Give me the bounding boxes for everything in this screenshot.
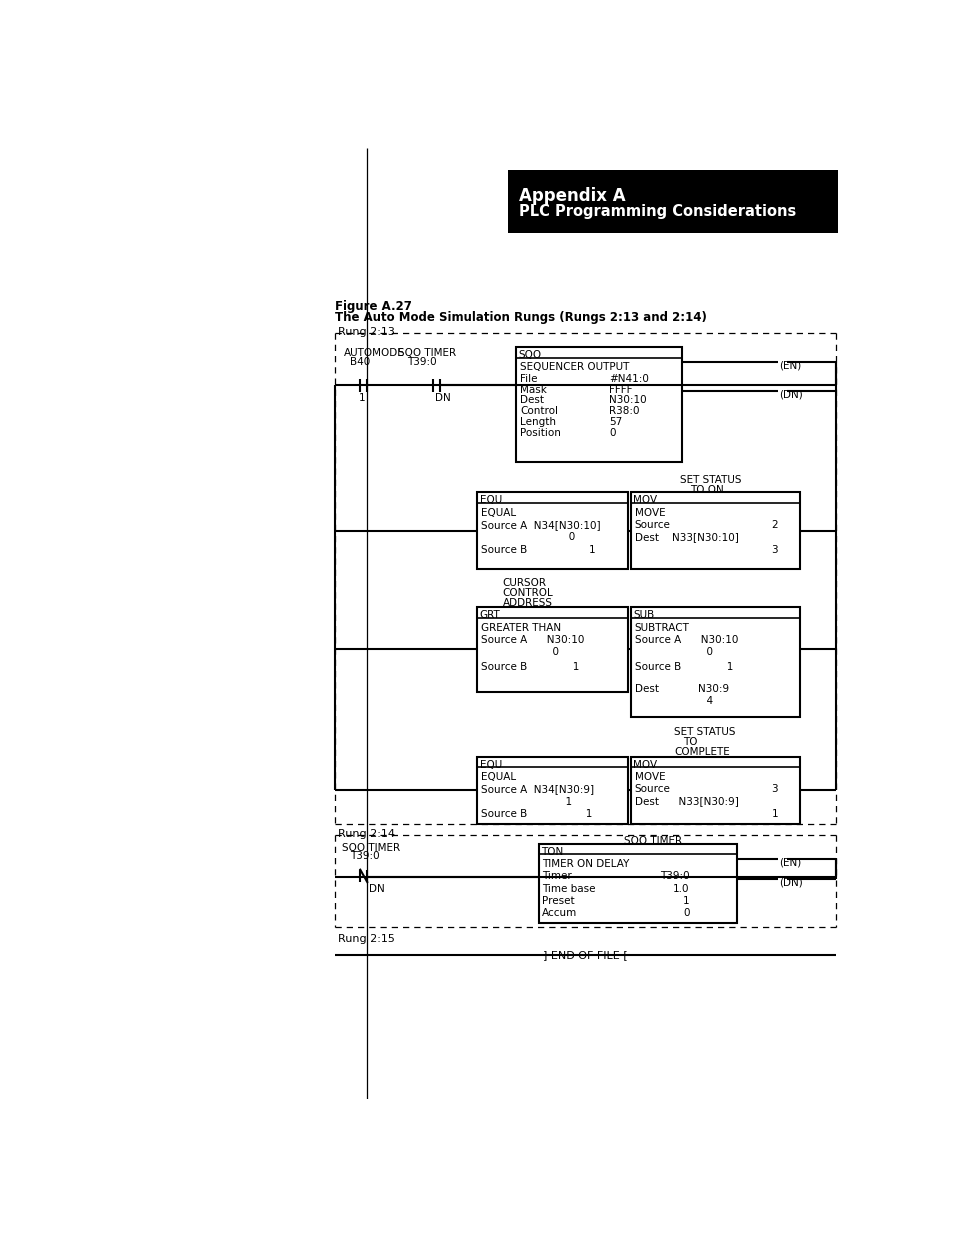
Bar: [508, 169, 837, 233]
Text: 1.0: 1.0: [673, 883, 689, 894]
Text: GREATER THAN: GREATER THAN: [480, 622, 560, 632]
Bar: [630, 493, 799, 569]
Text: 1: 1: [771, 809, 778, 819]
Text: Source: Source: [634, 520, 670, 530]
Text: Source B                  1: Source B 1: [480, 809, 592, 819]
Text: Control: Control: [519, 406, 558, 416]
Text: Position: Position: [519, 427, 560, 437]
Text: Rung 2:14: Rung 2:14: [337, 829, 395, 839]
Bar: [476, 493, 628, 569]
Text: 0: 0: [480, 647, 558, 657]
Text: SEQUENCER OUTPUT: SEQUENCER OUTPUT: [519, 362, 629, 372]
Text: SQO: SQO: [517, 350, 541, 359]
Text: Source B              1: Source B 1: [634, 662, 732, 672]
Text: T39:0: T39:0: [350, 851, 379, 861]
Text: 4: 4: [634, 697, 712, 706]
Text: 0: 0: [608, 427, 615, 437]
Text: 0: 0: [480, 532, 575, 542]
Text: 0: 0: [682, 908, 689, 918]
Text: Source B                   1: Source B 1: [480, 545, 596, 555]
Bar: [630, 757, 799, 824]
Text: GRT: GRT: [479, 610, 500, 620]
Text: SUB: SUB: [633, 610, 654, 620]
Text: AUTOMODE: AUTOMODE: [344, 348, 404, 358]
Text: FFFF: FFFF: [608, 384, 632, 395]
Text: Dest    N33[N30:10]: Dest N33[N30:10]: [634, 532, 738, 542]
Bar: [476, 757, 628, 824]
Text: 3: 3: [771, 784, 778, 794]
Text: B40: B40: [350, 357, 370, 367]
Text: (EN): (EN): [779, 857, 801, 867]
Text: 2: 2: [771, 520, 778, 530]
Text: Accum: Accum: [542, 908, 578, 918]
Text: TO ON: TO ON: [690, 484, 723, 495]
Text: MOV: MOV: [633, 760, 657, 769]
Text: 3: 3: [771, 545, 778, 555]
Text: Rung 2:13: Rung 2:13: [337, 327, 395, 337]
Text: EQUAL: EQUAL: [480, 772, 516, 782]
Text: 1: 1: [682, 895, 689, 905]
Text: CONTROL: CONTROL: [502, 588, 553, 598]
Text: MOVE: MOVE: [634, 508, 664, 517]
Text: TO: TO: [682, 737, 698, 747]
Text: The Auto Mode Simulation Rungs (Rungs 2:13 and 2:14): The Auto Mode Simulation Rungs (Rungs 2:…: [335, 311, 706, 324]
Text: Dest            N30:9: Dest N30:9: [634, 684, 728, 694]
Bar: [630, 608, 799, 718]
Text: DN: DN: [369, 883, 384, 894]
Bar: [537, 844, 736, 923]
Bar: [516, 347, 681, 462]
Text: Source A      N30:10: Source A N30:10: [480, 635, 584, 645]
Text: ADDRESS: ADDRESS: [502, 598, 553, 608]
Text: 1: 1: [480, 797, 572, 806]
Text: SUBTRACT: SUBTRACT: [634, 622, 689, 632]
Text: (DN): (DN): [779, 389, 802, 399]
Text: Time base: Time base: [542, 883, 596, 894]
Text: File: File: [519, 374, 537, 384]
Text: 0: 0: [634, 647, 712, 657]
Text: SET STATUS: SET STATUS: [674, 727, 735, 737]
Text: Timer: Timer: [542, 871, 572, 882]
Text: 57: 57: [608, 417, 621, 427]
Text: Length: Length: [519, 417, 556, 427]
Text: Figure A.27: Figure A.27: [335, 300, 411, 312]
Text: COMPLETE: COMPLETE: [674, 747, 729, 757]
Text: Appendix A: Appendix A: [518, 186, 625, 205]
Text: EQU: EQU: [479, 760, 501, 769]
Text: N30:10: N30:10: [608, 395, 646, 405]
Text: MOV: MOV: [633, 495, 657, 505]
Text: CURSOR: CURSOR: [502, 578, 546, 588]
Text: TON: TON: [540, 846, 562, 857]
Text: (DN): (DN): [779, 877, 802, 888]
Text: T39:0: T39:0: [407, 357, 436, 367]
Text: SET STATUS: SET STATUS: [679, 474, 741, 484]
Text: Rung 2:15: Rung 2:15: [337, 934, 395, 944]
Text: TIMER ON DELAY: TIMER ON DELAY: [542, 858, 629, 869]
Text: Source A  N34[N30:9]: Source A N34[N30:9]: [480, 784, 594, 794]
Text: #N41:0: #N41:0: [608, 374, 648, 384]
Text: SQO TIMER: SQO TIMER: [342, 842, 400, 852]
Text: T39:0: T39:0: [659, 871, 689, 882]
Text: EQUAL: EQUAL: [480, 508, 516, 517]
Text: Preset: Preset: [542, 895, 575, 905]
Text: PLC Programming Considerations: PLC Programming Considerations: [518, 205, 796, 220]
Text: DN: DN: [435, 393, 451, 403]
Text: Dest      N33[N30:9]: Dest N33[N30:9]: [634, 797, 738, 806]
Text: Source: Source: [634, 784, 670, 794]
Text: Source A      N30:10: Source A N30:10: [634, 635, 738, 645]
Text: ] END OF FILE [: ] END OF FILE [: [542, 951, 627, 961]
Text: MOVE: MOVE: [634, 772, 664, 782]
Bar: [476, 608, 628, 692]
Text: SQO TIMER: SQO TIMER: [397, 348, 456, 358]
Text: Source B              1: Source B 1: [480, 662, 578, 672]
Text: Source A  N34[N30:10]: Source A N34[N30:10]: [480, 520, 600, 530]
Text: Dest: Dest: [519, 395, 543, 405]
Text: R38:0: R38:0: [608, 406, 639, 416]
Text: (EN): (EN): [779, 361, 801, 370]
Text: Mask: Mask: [519, 384, 546, 395]
Text: EQU: EQU: [479, 495, 501, 505]
Text: SQO TIMER: SQO TIMER: [623, 836, 681, 846]
Text: 1: 1: [358, 393, 365, 403]
